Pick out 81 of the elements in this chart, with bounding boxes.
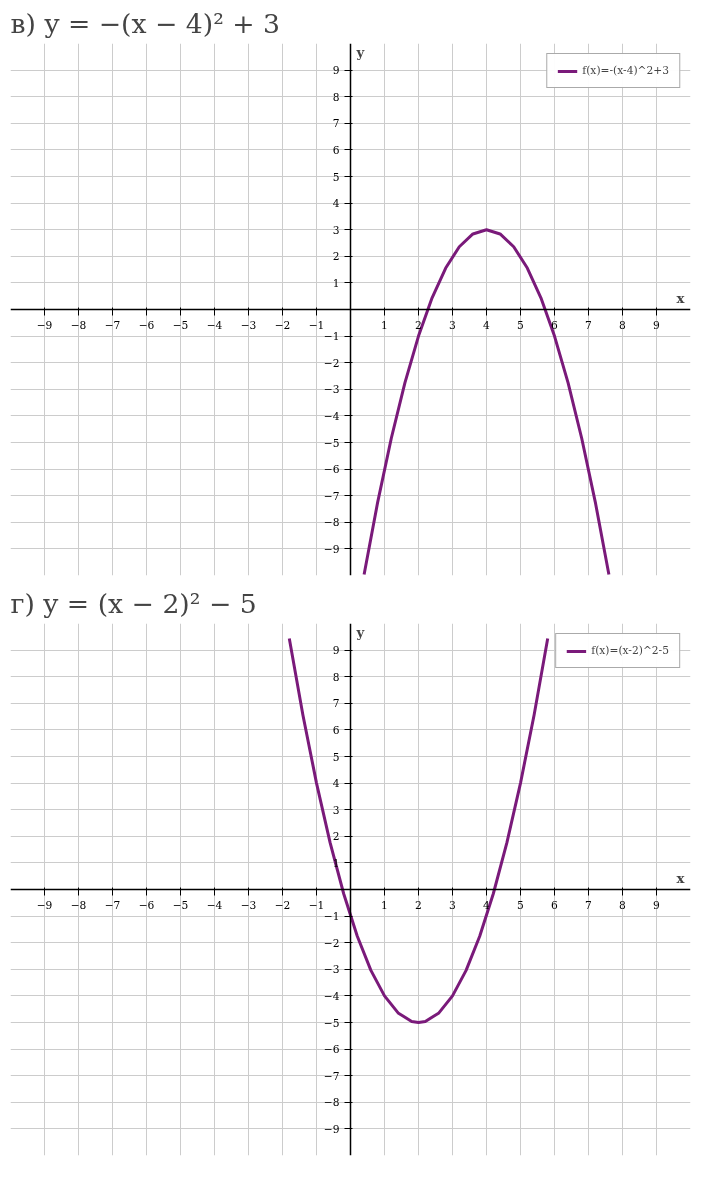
- legend-label: f(x)=(x-2)^2-5: [591, 644, 669, 657]
- y-tick-label: −4: [323, 989, 340, 1003]
- y-tick-label: 9: [332, 64, 340, 78]
- x-tick-label: −8: [70, 318, 87, 332]
- y-tick-label: −1: [323, 330, 340, 344]
- x-tick-label: 5: [517, 318, 524, 332]
- y-tick-label: 6: [332, 723, 340, 737]
- line-series: [362, 228, 611, 576]
- y-tick-label: −6: [323, 463, 340, 477]
- x-tick-label: −6: [138, 318, 155, 332]
- x-tick-label: −2: [274, 898, 291, 912]
- y-tick-label: 8: [332, 90, 340, 104]
- x-tick-label: 9: [653, 898, 661, 912]
- x-tick-label: −2: [274, 318, 291, 332]
- x-tick-label: 2: [415, 318, 422, 332]
- y-tick-label: −7: [323, 489, 340, 503]
- y-tick-label: −1: [323, 910, 340, 924]
- y-tick-label: 5: [332, 750, 340, 764]
- x-axis-title: x: [676, 869, 686, 886]
- x-tick-label: −8: [70, 898, 87, 912]
- y-tick-label: −8: [323, 516, 340, 530]
- y-tick-label: 7: [332, 117, 340, 131]
- y-tick-label: 4: [332, 777, 340, 791]
- x-tick-label: 3: [449, 898, 456, 912]
- x-tick-label: −9: [36, 318, 53, 332]
- x-tick-label: −5: [172, 898, 189, 912]
- x-tick-label: 8: [619, 318, 627, 332]
- y-tick-label: 5: [332, 170, 340, 184]
- x-tick-label: 6: [551, 318, 559, 332]
- y-tick-label: 4: [332, 197, 340, 211]
- y-axis-title: y: [355, 623, 366, 640]
- y-tick-label: −5: [323, 436, 340, 450]
- y-tick-label: −9: [323, 542, 340, 556]
- x-tick-label: 9: [653, 318, 661, 332]
- x-axis-title: x: [676, 289, 686, 306]
- x-tick-label: −3: [240, 898, 257, 912]
- y-tick-label: 7: [332, 697, 340, 711]
- x-tick-label: 4: [483, 318, 491, 332]
- x-tick-label: 2: [415, 898, 422, 912]
- chart-title: в) y = −(x − 4)² + 3: [10, 7, 281, 39]
- y-tick-label: 3: [332, 803, 340, 817]
- y-tick-label: −3: [323, 383, 340, 397]
- x-tick-label: −4: [206, 898, 223, 912]
- y-tick-label: 1: [332, 276, 340, 290]
- x-tick-label: 4: [483, 898, 491, 912]
- x-tick-label: −7: [104, 898, 121, 912]
- y-tick-label: 1: [332, 856, 340, 870]
- x-tick-label: 5: [517, 898, 524, 912]
- x-tick-label: −5: [172, 318, 189, 332]
- y-tick-label: 9: [332, 644, 340, 658]
- y-tick-label: −7: [323, 1069, 340, 1083]
- y-tick-label: −3: [323, 963, 340, 977]
- y-tick-label: 3: [332, 223, 340, 237]
- x-tick-label: 1: [381, 898, 388, 912]
- legend-label: f(x)=-(x-4)^2+3: [582, 64, 669, 77]
- x-tick-label: −3: [240, 318, 257, 332]
- y-tick-label: −5: [323, 1016, 340, 1030]
- y-tick-label: −2: [323, 936, 340, 950]
- y-tick-label: −2: [323, 356, 340, 370]
- chart-title: г) y = (x − 2)² − 5: [10, 587, 257, 619]
- y-tick-label: −8: [323, 1096, 340, 1110]
- x-tick-label: −1: [308, 898, 325, 912]
- x-tick-label: −1: [308, 318, 325, 332]
- y-tick-label: 6: [332, 143, 340, 157]
- x-tick-label: −7: [104, 318, 121, 332]
- x-tick-label: −9: [36, 898, 53, 912]
- y-tick-label: −9: [323, 1122, 340, 1136]
- x-tick-label: −4: [206, 318, 223, 332]
- x-tick-label: 7: [585, 898, 593, 912]
- x-tick-label: 8: [619, 898, 627, 912]
- y-tick-label: 8: [332, 670, 340, 684]
- y-tick-label: 2: [332, 830, 340, 844]
- y-tick-label: −6: [323, 1043, 340, 1057]
- x-tick-label: −6: [138, 898, 155, 912]
- x-tick-label: 6: [551, 898, 559, 912]
- y-tick-label: −4: [323, 409, 340, 423]
- x-tick-label: 7: [585, 318, 593, 332]
- x-tick-label: 3: [449, 318, 456, 332]
- x-tick-label: 1: [381, 318, 388, 332]
- y-axis-title: y: [355, 43, 366, 60]
- y-tick-label: 2: [332, 250, 340, 264]
